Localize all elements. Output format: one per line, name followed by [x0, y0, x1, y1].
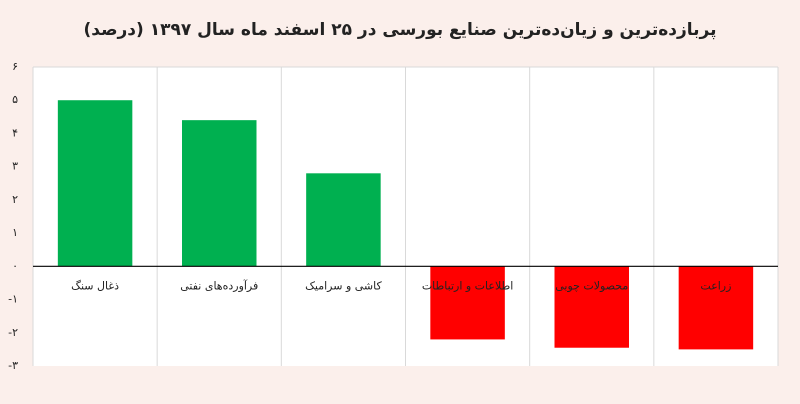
y-tick-label: -۳ [8, 359, 18, 372]
x-tick-label: ذغال سنگ [71, 279, 119, 292]
y-tick-label: ۰ [12, 259, 18, 272]
x-tick-label: محصولات چوبی [555, 279, 628, 292]
bar [182, 120, 257, 267]
y-tick-label: ۵ [12, 93, 18, 106]
y-tick-label: ۴ [12, 126, 18, 139]
x-tick-label: کاشی و سرامیک [305, 279, 382, 292]
y-tick-label: -۱ [8, 293, 18, 306]
bar [430, 266, 505, 340]
bar [57, 100, 133, 267]
bar [678, 266, 754, 350]
chart-title: پربازده‌ترین و زیان‌ده‌ترین صنایع بورسی … [84, 20, 717, 40]
y-tick-label: ۳ [12, 160, 18, 173]
y-tick-label: ۲ [12, 193, 18, 206]
bar [554, 266, 629, 348]
bar [306, 173, 381, 267]
x-tick-label: فرآورده‌های نفتی [180, 278, 258, 292]
y-tick-label: -۲ [8, 326, 18, 339]
y-tick-label: ۱ [12, 226, 18, 239]
x-tick-label: اطلاعات و ارتباطات [422, 279, 514, 292]
y-tick-label: ۶ [12, 60, 18, 73]
x-tick-label: زراعت [700, 279, 731, 292]
